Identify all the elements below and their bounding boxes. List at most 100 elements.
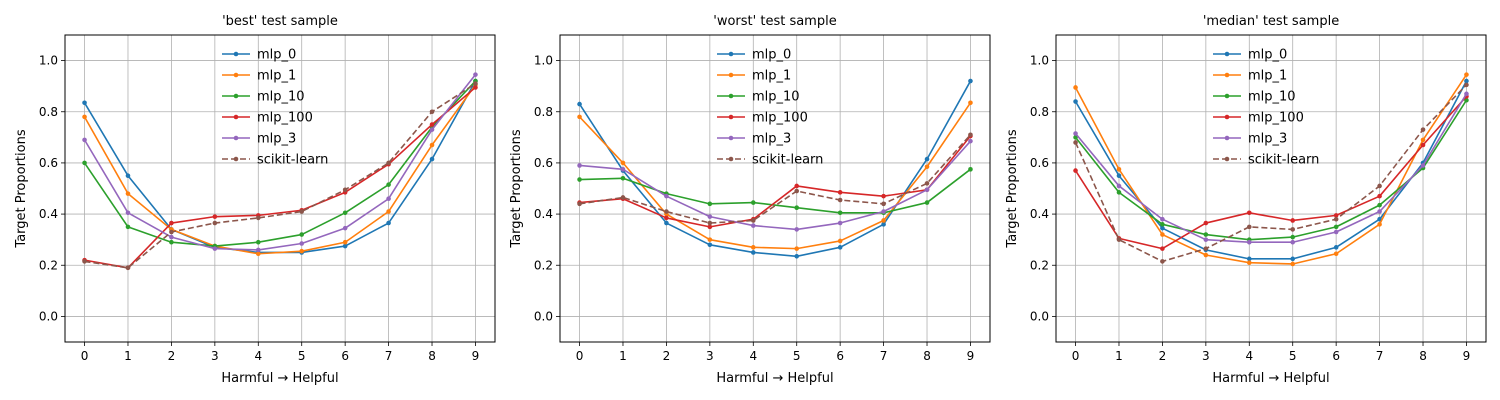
legend-marker-mlp-1 [728,72,734,78]
data-point-mlp-100 [1290,218,1296,223]
y-tick-label: 1.0 [1030,54,1049,68]
x-tick-label: 4 [1245,349,1253,363]
data-point-mlp-10 [255,239,261,245]
legend-label-mlp-1: mlp_1 [257,69,296,84]
data-point-mlp-1 [1246,260,1252,265]
x-tick-label: 1 [1115,349,1123,363]
data-point-scikit-learn [82,259,87,264]
series-line-mlp-100 [84,86,476,269]
x-tick-label: 7 [385,349,393,363]
data-point-mlp-10 [750,200,756,205]
data-point-mlp-1 [1160,232,1165,237]
legend-marker-mlp-1 [1224,72,1230,78]
y-tick-label: 0.0 [1030,309,1049,323]
data-point-mlp-3 [1333,229,1339,235]
data-point-mlp-0 [386,220,391,226]
data-point-mlp-0 [342,243,348,249]
data-point-mlp-3 [82,137,87,143]
data-point-scikit-learn [1246,224,1252,230]
legend-marker-mlp-3 [1224,135,1230,141]
data-point-mlp-0 [1073,99,1078,104]
data-point-mlp-0 [968,78,973,84]
data-point-mlp-3 [342,225,348,231]
data-point-scikit-learn [299,209,305,214]
data-point-mlp-1 [924,164,930,170]
legend-label-mlp-0: mlp_0 [752,48,791,63]
data-point-mlp-1 [342,239,348,245]
y-tick-label: 0.8 [1030,105,1049,119]
data-point-mlp-1 [1073,85,1078,90]
data-point-mlp-10 [794,205,800,210]
y-axis-label: Target Proportions [14,129,29,248]
data-point-scikit-learn [750,218,756,223]
x-tick-label: 2 [168,349,176,363]
data-point-mlp-0 [794,253,800,259]
data-point-mlp-10 [924,200,930,205]
data-point-mlp-0 [664,220,669,226]
data-point-mlp-100 [837,190,843,195]
x-tick-label: 7 [880,349,888,363]
data-point-mlp-3 [750,223,756,228]
data-point-mlp-0 [1160,225,1165,231]
data-point-mlp-10 [299,232,305,237]
data-point-scikit-learn [577,201,582,207]
data-point-mlp-10 [1116,190,1122,195]
data-point-scikit-learn [924,181,930,186]
data-point-mlp-1 [125,191,131,196]
y-tick-label: 0.8 [534,105,553,119]
data-point-mlp-0 [1116,173,1122,179]
legend-marker-mlp-10 [1224,93,1230,99]
data-point-scikit-learn [794,188,800,194]
legend-marker-mlp-1 [233,72,239,78]
x-tick-label: 5 [1289,349,1297,363]
series-line-scikit-learn [1074,84,1468,263]
legend-marker-mlp-100 [1224,114,1230,120]
data-point-scikit-learn [664,209,669,214]
series-line-mlp-3 [83,74,477,251]
data-point-mlp-10 [1333,224,1339,230]
data-point-mlp-0 [707,242,713,248]
data-point-mlp-10 [125,224,131,230]
data-point-mlp-0 [1333,245,1339,250]
data-point-mlp-3 [1420,163,1426,168]
y-tick-label: 0.2 [1030,258,1049,272]
x-axis-label: Harmful → Helpful [716,371,833,386]
subplot-3: 0 1 2 3 4 5 6 7 8 9 0.0 0.2 0.4 0.6 0.8 1.0 'median' tes… [1005,14,1487,386]
data-point-mlp-3 [473,72,478,77]
y-tick-label: 0.6 [39,156,58,170]
data-point-mlp-100 [707,224,713,230]
data-point-mlp-10 [82,160,87,166]
data-point-mlp-0 [1246,256,1252,262]
data-point-mlp-1 [1203,252,1209,258]
legend-label-mlp-10: mlp_10 [752,90,800,105]
data-point-mlp-0 [837,245,843,250]
series-line-mlp-3 [579,140,972,231]
data-point-mlp-3 [577,163,582,168]
legend-marker-mlp-3 [233,135,239,141]
y-tick-label: 0.4 [1030,207,1049,221]
axes-frame [559,34,991,343]
data-point-scikit-learn [620,195,626,200]
y-tick-label: 1.0 [534,54,553,68]
x-tick-label: 9 [472,349,480,363]
data-point-mlp-0 [750,250,756,255]
data-point-mlp-3 [125,210,131,216]
data-point-mlp-3 [255,247,261,253]
data-point-mlp-3 [837,220,843,226]
data-point-mlp-3 [1073,131,1078,136]
data-point-mlp-100 [664,215,669,221]
legend-label-mlp-100: mlp_100 [1248,111,1304,126]
series-line-scikit-learn [84,82,476,269]
subplot-title: 'best' test sample [222,14,338,29]
legend-marker-scikit-learn [728,156,734,162]
series-line-mlp-1 [83,84,477,255]
data-point-mlp-100 [473,85,478,90]
x-tick-label: 5 [793,349,801,363]
data-point-mlp-0 [429,156,435,162]
data-point-scikit-learn [473,81,478,86]
data-point-mlp-1 [968,100,973,106]
legend-label-mlp-100: mlp_100 [257,111,313,126]
legend-label-mlp-0: mlp_0 [257,48,296,63]
data-point-scikit-learn [386,160,391,166]
